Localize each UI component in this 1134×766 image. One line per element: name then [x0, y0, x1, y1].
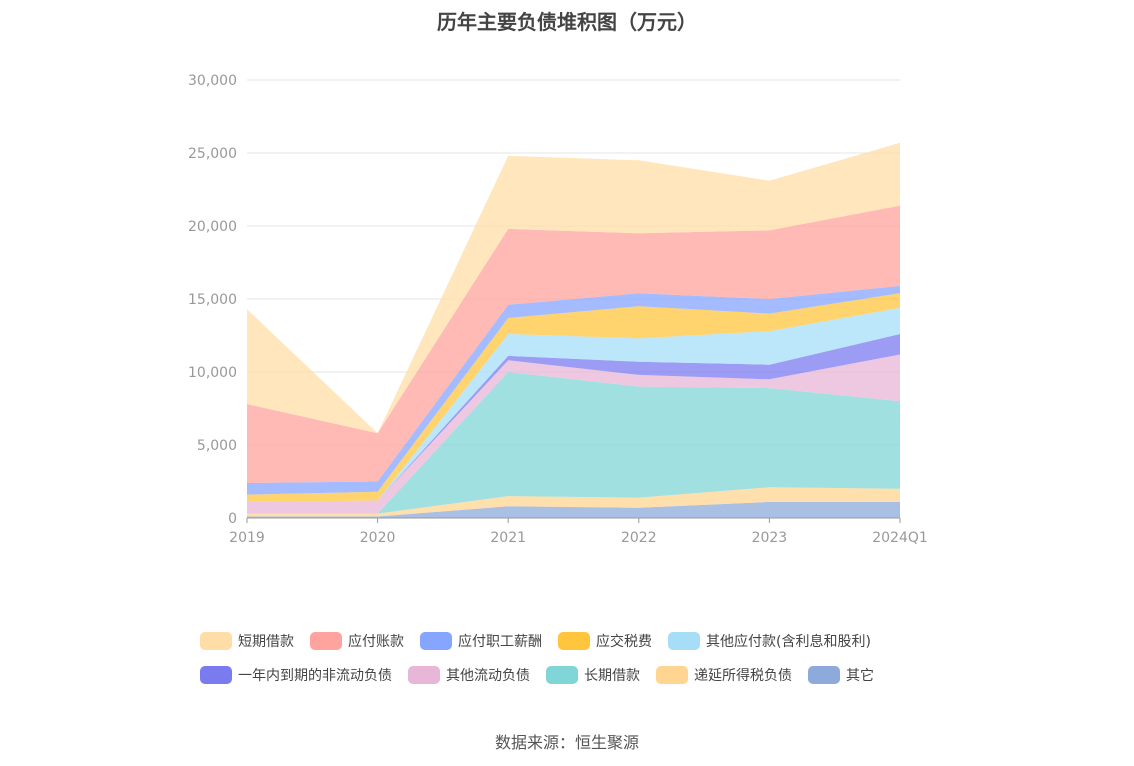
area-series-短期借款[interactable] — [247, 142, 900, 434]
x-tick-label: 2022 — [621, 530, 657, 546]
legend-item[interactable]: 应付账款 — [310, 631, 404, 651]
x-tick-label: 2020 — [360, 530, 396, 546]
legend-swatch — [656, 666, 688, 684]
legend-item[interactable]: 应付职工薪酬 — [420, 631, 542, 651]
data-source: 数据来源：恒生聚源 — [494, 733, 639, 752]
area-series-应付职工薪酬[interactable] — [247, 285, 900, 495]
legend-swatch — [546, 666, 578, 684]
legend-swatch — [200, 632, 232, 650]
y-tick-label: 0 — [228, 511, 237, 527]
x-tick-label: 2019 — [229, 530, 265, 546]
axes: 0 5,000 10,000 15,000 20,000 25,000 30,000 2019… — [188, 73, 928, 546]
x-tick-label: 2021 — [490, 530, 526, 546]
y-tick-label: 15,000 — [188, 292, 237, 308]
legend-label: 其它 — [846, 668, 874, 684]
legend-item[interactable]: 其他应付款(含利息和股利) — [668, 631, 871, 651]
legend-swatch — [408, 666, 440, 684]
y-tick-label: 10,000 — [188, 365, 237, 381]
legend-item[interactable]: 短期借款 — [200, 631, 294, 651]
legend-item[interactable]: 其他流动负债 — [408, 665, 530, 685]
legend-item[interactable]: 长期借款 — [546, 665, 640, 685]
legend-swatch — [310, 632, 342, 650]
area-series-其他流动负债[interactable] — [247, 354, 900, 514]
legend-label: 其他应付款(含利息和股利) — [706, 634, 871, 650]
legend-swatch — [808, 666, 840, 684]
legend-swatch — [558, 632, 590, 650]
legend-label: 应付账款 — [348, 634, 404, 650]
legend-label: 长期借款 — [584, 668, 640, 684]
area-series-应交税费[interactable] — [247, 293, 900, 502]
legend-label: 短期借款 — [238, 634, 294, 650]
legend: 短期借款 应付账款 应付职工薪酬 应交税费 其他应付款(含利息和股利) 一年内到期的非流动… — [200, 630, 960, 698]
legend-item[interactable]: 其它 — [808, 665, 874, 685]
legend-swatch — [420, 632, 452, 650]
legend-swatch — [200, 666, 232, 684]
legend-row: 短期借款 应付账款 应付职工薪酬 应交税费 其他应付款(含利息和股利) — [200, 630, 960, 652]
area-series-递延所得税负债[interactable] — [247, 487, 900, 517]
legend-label: 其他流动负债 — [446, 668, 530, 684]
legend-label: 一年内到期的非流动负债 — [238, 668, 392, 684]
legend-item[interactable]: 递延所得税负债 — [656, 665, 792, 685]
area-series-一年内到期的非流动负债[interactable] — [247, 334, 900, 502]
x-tick-label: 2024Q1 — [872, 530, 928, 546]
legend-label: 递延所得税负债 — [694, 668, 792, 684]
area-series-其它[interactable] — [247, 501, 900, 518]
area-series — [247, 142, 900, 518]
area-series-其他应付款(含利息和股利)[interactable] — [247, 307, 900, 502]
y-tick-label: 20,000 — [188, 219, 237, 235]
area-series-应付账款[interactable] — [247, 205, 900, 483]
legend-label: 应交税费 — [596, 634, 652, 650]
legend-item[interactable]: 一年内到期的非流动负债 — [200, 665, 392, 685]
legend-row: 一年内到期的非流动负债 其他流动负债 长期借款 递延所得税负债 其它 — [200, 664, 960, 686]
area-series-长期借款[interactable] — [247, 372, 900, 514]
legend-swatch — [668, 632, 700, 650]
legend-label: 应付职工薪酬 — [458, 634, 542, 650]
y-tick-label: 25,000 — [188, 146, 237, 162]
legend-item[interactable]: 应交税费 — [558, 631, 652, 651]
y-tick-label: 30,000 — [188, 73, 237, 89]
y-tick-label: 5,000 — [197, 438, 237, 454]
x-tick-label: 2023 — [752, 530, 788, 546]
chart-title: 历年主要负债堆积图（万元） — [437, 10, 697, 34]
